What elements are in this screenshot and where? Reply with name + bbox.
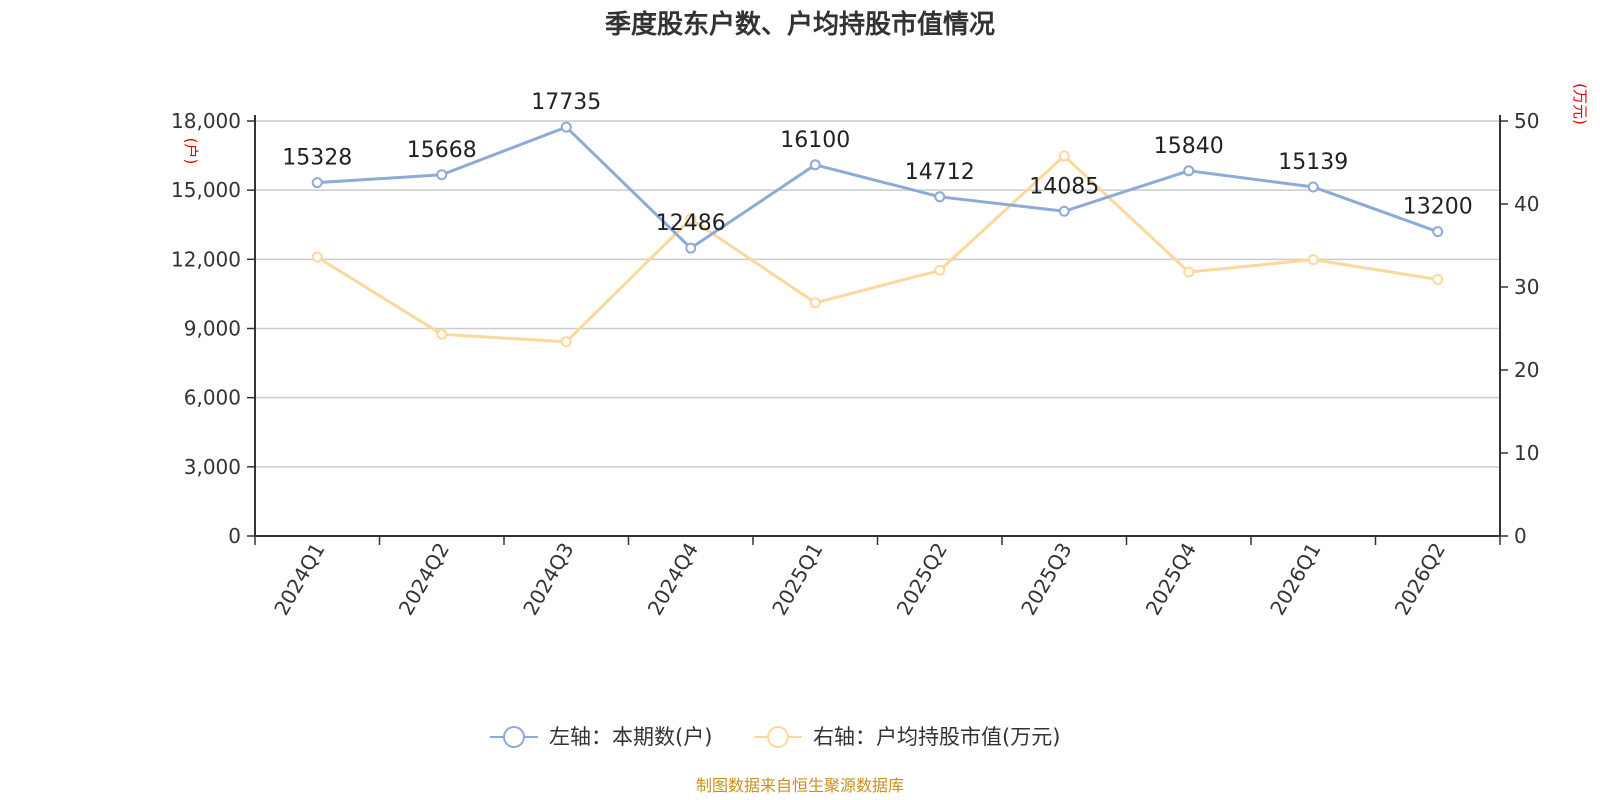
left-tick-label: 18,000 [171, 109, 241, 133]
x-tick-label: 2024Q2 [394, 539, 454, 620]
left-axis-unit: (户) [182, 138, 200, 165]
x-tick-label: 2025Q4 [1141, 539, 1201, 620]
data-point-left [436, 169, 448, 181]
grid-lines [255, 120, 1500, 468]
series-layer [311, 121, 1444, 348]
left-axis-ticks: 0 3,000 6,000 9,000 12,000 15,000 18,000 [171, 109, 255, 548]
x-tick-label: 2026Q1 [1265, 539, 1325, 620]
data-point-right [934, 264, 946, 276]
x-tick-label: 2025Q2 [892, 539, 952, 620]
data-label: 14712 [905, 160, 975, 185]
left-tick-label: 3,000 [184, 455, 241, 479]
data-label: 16100 [780, 128, 850, 153]
data-point-right [560, 336, 572, 348]
data-labels: 15328 15668 17735 12486 16100 14712 14085 15840… [282, 90, 1473, 236]
series-line-right [316, 154, 1438, 344]
data-point-left [1058, 205, 1070, 217]
legend-item-right[interactable]: 右轴：户均持股市值(万元) [754, 725, 1060, 749]
right-axis-unit: (万元) [1571, 83, 1589, 125]
data-point-right [311, 251, 323, 263]
data-point-right [436, 328, 448, 340]
right-axis-ticks: 0 10 20 30 40 50 [1500, 109, 1539, 548]
right-tick-label: 50 [1514, 109, 1539, 133]
data-point-left [311, 177, 323, 189]
left-tick-label: 15,000 [171, 178, 241, 202]
x-tick-label: 2025Q1 [767, 539, 827, 620]
data-point-left [1307, 181, 1319, 193]
right-tick-label: 30 [1514, 275, 1539, 299]
right-tick-label: 40 [1514, 192, 1539, 216]
data-source: 制图数据来自恒生聚源数据库 [696, 776, 904, 795]
data-label: 15328 [282, 146, 352, 171]
legend[interactable]: 左轴：本期数(户) 右轴：户均持股市值(万元) [490, 725, 1060, 749]
x-tick-label: 2026Q2 [1390, 539, 1450, 620]
legend-label-right: 右轴：户均持股市值(万元) [813, 725, 1060, 749]
left-tick-label: 12,000 [171, 247, 241, 271]
data-point-right [1432, 274, 1444, 286]
data-label: 12486 [656, 211, 726, 236]
legend-item-left[interactable]: 左轴：本期数(户) [490, 725, 712, 749]
data-point-left [1183, 165, 1195, 177]
data-point-right [809, 297, 821, 309]
x-tick-label: 2024Q1 [269, 539, 329, 620]
x-tick-label: 2024Q3 [518, 539, 578, 620]
legend-label-left: 左轴：本期数(户) [549, 725, 712, 749]
series-line-left [317, 125, 1439, 250]
data-label: 15840 [1154, 134, 1224, 159]
data-point-left [685, 242, 697, 254]
data-point-left [934, 191, 946, 203]
data-point-right [1183, 266, 1195, 278]
data-point-left [560, 121, 572, 133]
right-tick-label: 10 [1514, 441, 1539, 465]
left-tick-label: 0 [228, 524, 241, 548]
right-tick-label: 0 [1514, 524, 1527, 548]
left-tick-label: 6,000 [184, 386, 241, 410]
data-point-right [1058, 150, 1070, 162]
x-tick-label: 2024Q4 [643, 539, 703, 620]
data-point-left [809, 159, 821, 171]
x-axis-ticks: 2024Q1 2024Q2 2024Q3 2024Q4 2025Q1 2025Q2 2025… [254, 536, 1501, 620]
data-label: 13200 [1403, 195, 1473, 220]
data-label: 15139 [1278, 150, 1348, 175]
x-tick-label: 2025Q3 [1016, 539, 1076, 620]
left-tick-label: 9,000 [184, 317, 241, 341]
data-point-right [685, 213, 697, 225]
data-point-left [1432, 226, 1444, 238]
data-label: 17735 [531, 90, 601, 115]
right-tick-label: 20 [1514, 358, 1539, 382]
chart-title: 季度股东户数、户均持股市值情况 [605, 9, 995, 40]
data-point-right [1307, 254, 1319, 266]
data-label: 15668 [407, 138, 477, 163]
data-label: 14085 [1029, 174, 1099, 199]
